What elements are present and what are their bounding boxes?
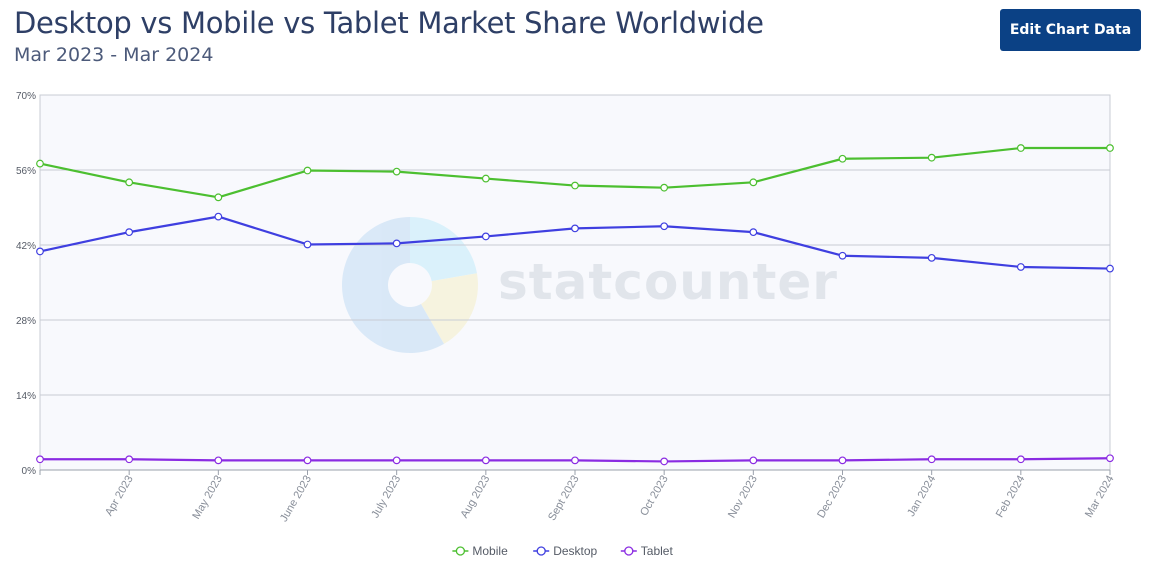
y-tick-label: 0%: [22, 466, 37, 477]
x-tick-label: Mar 2024: [1083, 474, 1117, 520]
data-point-tablet: [749, 456, 758, 465]
data-point-desktop: [36, 247, 44, 256]
page-title: Desktop vs Mobile vs Tablet Market Share…: [14, 6, 764, 40]
x-tick-label: May 2023: [190, 474, 225, 522]
data-point-tablet: [927, 455, 936, 464]
statcounter-watermark: statcounter: [342, 217, 838, 353]
legend-item-mobile: Mobile: [452, 544, 508, 558]
watermark-segment-main: [342, 217, 444, 353]
data-point-mobile: [36, 159, 44, 168]
data-point-desktop: [838, 251, 847, 260]
data-point-tablet: [838, 456, 847, 465]
data-point-mobile: [927, 153, 936, 162]
data-point-desktop: [303, 240, 312, 249]
data-point-tablet: [1016, 455, 1025, 464]
data-point-desktop: [1016, 263, 1025, 271]
legend-item-desktop: Desktop: [533, 544, 598, 558]
x-tick-label: Sept 2023: [546, 474, 581, 523]
legend-item-tablet: Tablet: [620, 544, 674, 558]
watermark-text: statcounter: [498, 253, 838, 311]
x-tick-label: Apr 2023: [103, 474, 136, 519]
data-point-tablet: [214, 456, 223, 465]
x-tick-label: Feb 2024: [994, 474, 1028, 520]
data-point-desktop: [927, 253, 936, 262]
data-point-tablet: [392, 456, 401, 465]
x-tick-label: Oct 2023: [638, 474, 671, 519]
page-subtitle: Mar 2023 - Mar 2024: [14, 44, 214, 66]
data-point-desktop: [392, 239, 401, 248]
data-point-mobile: [392, 167, 401, 176]
data-point-desktop: [125, 228, 134, 237]
y-tick-label: 42%: [16, 241, 36, 252]
data-point-tablet: [660, 457, 669, 466]
data-point-tablet: [303, 456, 312, 465]
data-point-mobile: [571, 181, 579, 190]
legend-swatch-marker-tablet: [624, 546, 634, 556]
data-point-tablet: [481, 456, 490, 465]
legend-swatch-marker-mobile: [455, 546, 466, 556]
data-point-desktop: [749, 228, 758, 237]
data-point-desktop: [481, 232, 490, 241]
y-tick-label: 56%: [16, 166, 36, 177]
data-point-mobile: [838, 154, 847, 163]
data-point-mobile: [481, 174, 490, 183]
legend-label-tablet: Tablet: [641, 544, 674, 558]
legend-label-mobile: Mobile: [472, 544, 508, 558]
x-tick-label: July 2023: [369, 474, 403, 521]
y-tick-label: 14%: [16, 391, 36, 402]
watermark-segment-right: [421, 273, 478, 344]
y-tick-label: 70%: [16, 91, 36, 102]
data-point-desktop: [1106, 264, 1114, 273]
data-point-mobile: [1106, 144, 1114, 152]
data-point-tablet: [1106, 454, 1114, 463]
x-tick-label: Jan 2024: [905, 474, 938, 519]
data-point-mobile: [303, 166, 312, 175]
data-point-tablet: [571, 456, 579, 465]
data-point-mobile: [749, 178, 758, 187]
data-point-mobile: [660, 183, 669, 192]
data-point-mobile: [125, 178, 134, 187]
data-point-tablet: [125, 455, 134, 464]
data-point-desktop: [660, 222, 669, 231]
x-tick-label: Dec 2023: [815, 474, 849, 521]
legend-label-desktop: Desktop: [553, 544, 597, 558]
x-tick-label: June 2023: [278, 474, 314, 525]
data-point-desktop: [571, 224, 579, 233]
watermark-segment-top: [410, 217, 477, 282]
data-point-desktop: [214, 212, 223, 221]
data-point-mobile: [214, 193, 223, 202]
legend-swatch-marker-desktop: [536, 546, 546, 556]
edit-chart-data-button[interactable]: Edit Chart Data: [1000, 9, 1141, 51]
data-point-tablet: [36, 455, 44, 464]
x-tick-label: Aug 2023: [458, 474, 492, 521]
x-tick-label: Nov 2023: [726, 474, 760, 521]
y-tick-label: 28%: [16, 316, 36, 327]
data-point-mobile: [1016, 144, 1025, 152]
